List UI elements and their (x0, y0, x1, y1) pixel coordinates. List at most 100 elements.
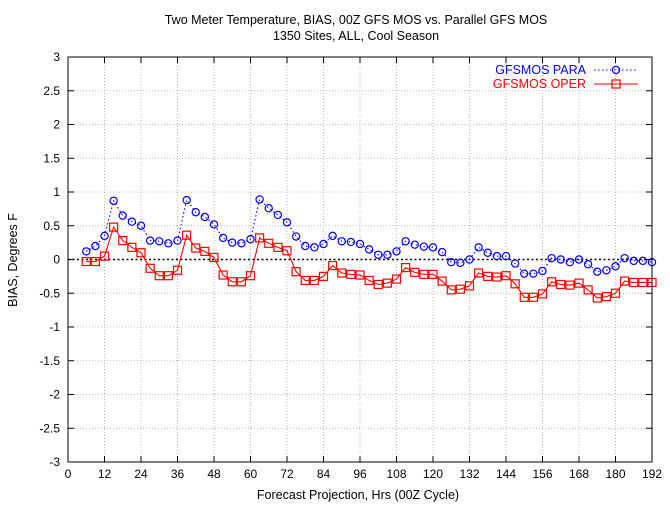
data-point (410, 267, 420, 277)
data-point (182, 230, 192, 240)
legend-marker-gfsmos-para (611, 65, 621, 75)
data-point (401, 263, 411, 273)
legend-label-gfsmos-para: GFSMOS PARA (495, 63, 586, 77)
data-point (191, 208, 200, 217)
data-point (136, 248, 146, 258)
y-tick-label: -1 (49, 320, 60, 334)
x-tick-label: 0 (65, 467, 72, 481)
data-point (264, 203, 273, 213)
data-point (474, 243, 483, 252)
data-point (155, 237, 164, 246)
data-point (556, 255, 565, 264)
data-point (282, 218, 292, 227)
x-tick-label: 84 (317, 467, 331, 481)
data-point (355, 239, 365, 249)
x-tick-label: 96 (353, 467, 367, 481)
data-point (291, 232, 301, 241)
grid (68, 57, 652, 462)
y-tick-label: -2 (49, 388, 60, 402)
x-tick-label: 168 (569, 467, 589, 481)
data-point (510, 259, 520, 268)
y-tick-label: 1 (53, 185, 60, 199)
data-point (191, 243, 201, 253)
data-point (182, 195, 191, 205)
data-point (419, 242, 429, 251)
data-point (245, 271, 256, 281)
data-point (237, 239, 246, 248)
x-tick-label: 132 (459, 467, 479, 481)
chart-subtitle: 1350 Sites, ALL, Cool Season (273, 29, 439, 43)
data-point (100, 231, 109, 241)
data-point (127, 242, 137, 252)
series-gfsmos-oper (81, 222, 657, 303)
data-point (163, 271, 173, 281)
data-point (337, 237, 346, 246)
data-point (610, 288, 621, 298)
data-point (410, 240, 419, 249)
y-tick-label: -1.5 (39, 354, 60, 368)
data-point (638, 256, 648, 266)
data-point (592, 293, 602, 303)
data-point (519, 292, 529, 302)
data-point (154, 271, 164, 281)
series-layer (81, 195, 657, 303)
data-point (227, 277, 237, 287)
x-tick-label: 24 (134, 467, 148, 481)
y-tick-label: 2 (53, 118, 60, 132)
data-point (483, 248, 492, 257)
data-point (520, 269, 529, 278)
x-tick-label: 72 (280, 467, 294, 481)
data-point (446, 285, 456, 295)
data-point (118, 211, 127, 220)
data-point (465, 255, 474, 264)
data-point (392, 247, 401, 256)
data-point (246, 235, 255, 244)
y-tick-label: 0 (53, 253, 60, 267)
data-point (218, 233, 228, 243)
x-tick-label: 144 (496, 467, 516, 481)
data-point (419, 269, 429, 279)
data-point (90, 256, 100, 267)
data-point (547, 277, 557, 287)
y-tick-label: -0.5 (39, 286, 60, 300)
data-point (209, 252, 219, 263)
data-point (464, 281, 475, 291)
x-tick-label: 180 (605, 467, 625, 481)
data-point (547, 253, 556, 263)
data-point (309, 275, 319, 286)
data-point (437, 247, 447, 257)
data-point (291, 267, 301, 277)
legend-label-gfsmos-oper: GFSMOS OPER (493, 77, 586, 91)
data-point (492, 251, 502, 261)
data-point (437, 276, 447, 286)
data-point (346, 269, 356, 279)
data-point (601, 292, 611, 302)
data-point (501, 271, 511, 281)
data-point (273, 242, 283, 252)
data-point (273, 210, 283, 220)
data-point (172, 265, 183, 275)
x-tick-label: 120 (423, 467, 443, 481)
data-point (318, 271, 329, 281)
data-point (109, 222, 119, 232)
data-point (218, 270, 228, 280)
data-point (328, 231, 337, 241)
data-point (638, 277, 648, 288)
data-point (364, 245, 374, 254)
data-point (565, 280, 575, 290)
data-point (319, 239, 328, 249)
data-point (255, 195, 264, 204)
y-tick-label: -3 (49, 455, 60, 469)
data-point (200, 246, 210, 256)
data-point (456, 258, 465, 268)
data-point (510, 279, 520, 289)
data-point (574, 255, 584, 264)
y-axis-ticks: -3 -2.5 -2 -1.5 -1 -0.5 0 0.5 1 1.5 2 2.5 3 (39, 50, 652, 469)
data-point (629, 277, 639, 288)
data-point (81, 256, 91, 267)
x-tick-label: 48 (207, 467, 221, 481)
data-point (328, 260, 338, 271)
chart-title: Two Meter Temperature, BIAS, 00Z GFS MOS… (165, 13, 548, 27)
